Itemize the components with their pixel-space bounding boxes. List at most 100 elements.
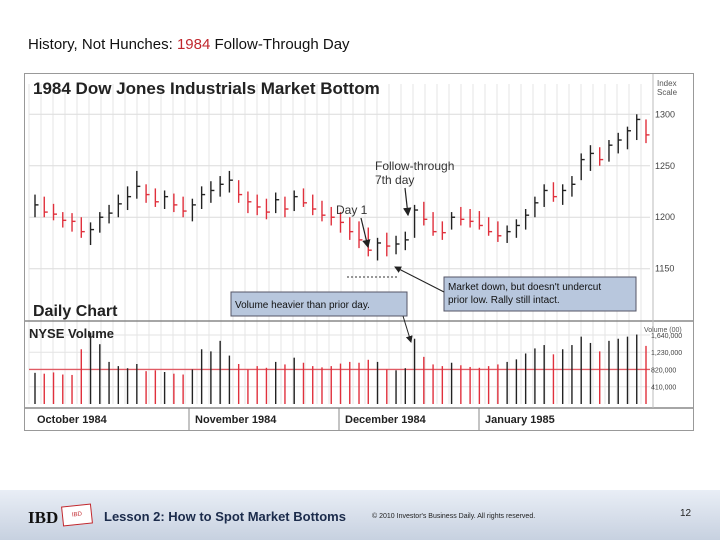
price-bar [330,206,335,226]
month-label: October 1984 [37,414,108,426]
price-bar [580,153,585,181]
title-year: 1984 [176,36,211,53]
volume-ticks-layer: 410,000 820,000 1,230,000 1,640,000 [651,333,682,392]
price-bar [293,190,298,212]
lesson-title: Lesson 2: How to Spot Market Bottoms [104,509,346,524]
volume-tick-label: 1,640,000 [651,333,682,340]
volume-tick-label: 410,000 [651,385,676,392]
market-callout-line1: Market down, but doesn't undercut [448,282,601,293]
price-bar [608,140,613,162]
volume-callout: Volume heavier than prior day. [230,291,413,343]
volume-callout-line [402,315,413,343]
price-bar [117,194,122,218]
footer-bar [0,490,720,540]
price-bar [636,114,641,141]
month-layer: October 1984 November 1984 December 1984 Ja… [37,408,555,430]
price-bar [321,200,326,222]
price-tick-label: 1300 [655,109,675,119]
price-tick-label: 1250 [655,161,675,171]
price-bar [561,184,567,205]
price-bar [80,217,85,238]
price-bar [645,119,650,144]
chart-svg: 1984 Dow Jones Industrials Market Bottom… [25,74,693,430]
price-bar [136,170,141,199]
page-number: 12 [680,508,692,519]
price-bar [163,190,169,209]
month-label: December 1984 [345,414,427,426]
volume-title: NYSE Volume [29,326,114,341]
price-bar [404,231,409,251]
chart-frame: 1984 Dow Jones Industrials Market Bottom… [24,73,694,431]
price-bar [367,227,372,257]
price-bar [497,221,502,242]
title-suffix: Follow-Through Day [210,36,350,53]
price-bar [108,204,113,224]
price-bar [52,203,58,221]
price-bar [460,206,465,226]
price-bar [413,204,419,238]
price-bar [89,222,95,246]
price-bar [228,170,233,193]
price-bar [247,191,252,214]
month-label: January 1985 [485,414,555,426]
price-bar [154,188,159,207]
price-bar [423,201,428,226]
market-callout-arrow [394,266,445,293]
price-bar [617,132,622,154]
volume-tick-label: 820,000 [651,367,676,374]
price-bar [191,198,196,222]
price-bar [395,235,400,255]
index-scale-label-2: Scale [657,88,678,97]
ibd-logo: IBD [28,508,59,527]
price-bar [71,213,76,232]
index-scale-label: Index [657,79,677,88]
price-bar [256,194,261,216]
price-bar [552,182,557,202]
price-bar [469,209,474,228]
price-bar [237,180,243,203]
price-bar [182,196,187,218]
follow-through-label: Follow-through [375,159,454,173]
price-bar [219,176,224,197]
price-bar [173,193,178,213]
copyright: © 2010 Investor's Business Daily. All ri… [372,513,536,520]
price-bar [200,186,206,209]
chart-subtitle: Daily Chart [33,303,118,320]
price-bar [34,194,39,218]
price-bar [571,176,576,197]
price-bar [339,212,344,233]
price-bar [62,212,67,228]
chart-title: 1984 Dow Jones Industrials Market Bottom [33,79,380,98]
volume-axis-title: Volume (00) [644,327,682,334]
price-bar [386,232,391,257]
price-bar [589,145,594,171]
follow-through-arrow [403,187,412,217]
price-bar [210,181,215,203]
price-bar [312,194,317,216]
price-bar [284,196,289,218]
price-bar [376,237,382,261]
market-callout-line2: prior low. Rally still intact. [448,295,560,306]
price-bar [543,184,548,207]
volume-tick-label: 1,230,000 [651,350,682,357]
follow-through-label-2: 7th day [375,173,414,187]
price-bar [534,196,539,218]
price-bar [43,196,48,218]
price-bar [599,147,604,166]
price-bar [515,219,520,238]
price-bar [524,209,530,230]
price-bar [487,217,493,236]
price-tick-label: 1150 [655,264,674,274]
price-bar [358,221,363,249]
volume-bars-layer [29,332,650,404]
market-callout: Market down, but doesn't undercut prior … [394,266,637,312]
slide-title: History, Not Hunches: 1984 Follow-Throug… [28,36,350,53]
title-prefix: History, Not Hunches: [28,36,177,53]
price-bar [506,225,511,243]
day1-label: Day 1 [336,203,368,217]
price-bar [274,192,280,214]
ibd-mini-logo: IBD [61,503,93,527]
price-bar [126,186,132,211]
price-bar [441,221,446,240]
price-bar [432,212,437,236]
